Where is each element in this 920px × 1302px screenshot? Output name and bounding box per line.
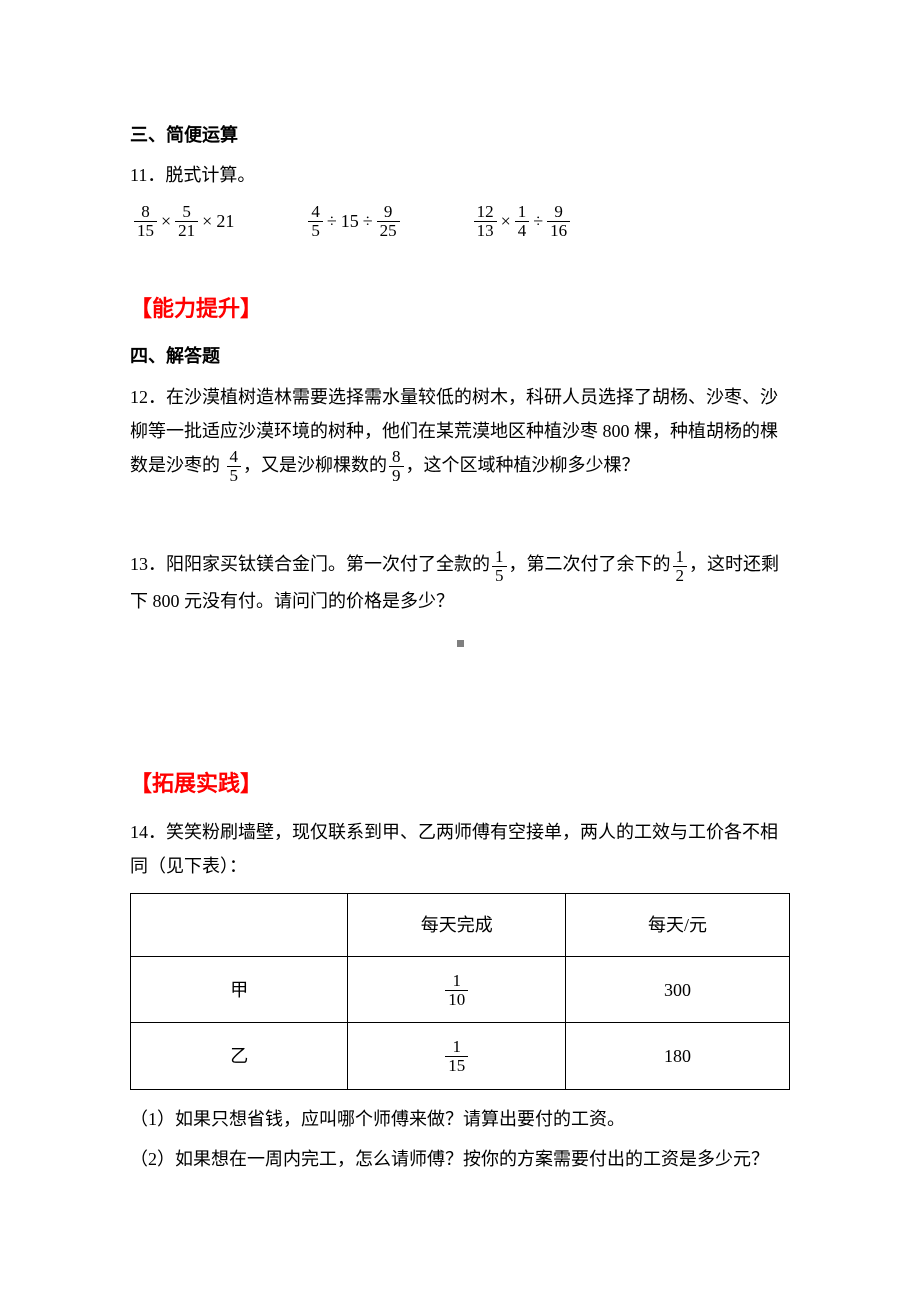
row2-fraction-cell: 115: [348, 1023, 565, 1089]
fraction: 15: [492, 548, 507, 585]
marker-icon: [457, 640, 464, 647]
q14-intro: 14．笑笑粉刷墙壁，现仅联系到甲、乙两师傅有空接单，两人的工效与工价各不相同（见…: [130, 815, 790, 883]
q13-part-a: 13．阳阳家买钛镁合金门。第一次付了全款的: [130, 554, 490, 574]
fraction: 1213: [474, 203, 497, 240]
table-row: 甲 110 300: [131, 957, 790, 1023]
center-marker: [130, 625, 790, 659]
numerator: 4: [227, 448, 242, 466]
fraction: 115: [445, 1038, 468, 1075]
fraction: 916: [547, 203, 570, 240]
numerator: 9: [547, 203, 570, 221]
denominator: 10: [445, 990, 468, 1009]
operator: ×: [499, 204, 513, 238]
numerator: 1: [515, 203, 530, 221]
numerator: 8: [134, 203, 157, 221]
denominator: 21: [175, 221, 198, 240]
numerator: 1: [673, 548, 688, 566]
q11-expr-2: 45÷15÷925: [306, 202, 401, 239]
numerator: 1: [492, 548, 507, 566]
operator: ÷: [361, 204, 375, 238]
row2-label: 乙: [131, 1023, 348, 1089]
q11-expr-1: 815×521×21: [132, 202, 236, 239]
operand: 15: [339, 204, 361, 238]
numerator: 12: [474, 203, 497, 221]
denominator: 5: [308, 221, 323, 240]
operator: ×: [200, 204, 214, 238]
table-row: 乙 115 180: [131, 1023, 790, 1089]
row1-fraction-cell: 110: [348, 957, 565, 1023]
ability-heading: 【能力提升】: [130, 288, 790, 330]
fraction: 521: [175, 203, 198, 240]
fraction: 45: [308, 203, 323, 240]
q13-text: 13．阳阳家买钛镁合金门。第一次付了全款的15，第二次付了余下的12，这时还剩下…: [130, 547, 790, 618]
extend-heading: 【拓展实践】: [130, 763, 790, 805]
q13-part-b: ，第二次付了余下的: [509, 554, 671, 574]
operator: ÷: [531, 204, 545, 238]
fraction: 45: [227, 448, 242, 485]
q14-sub1: （1）如果只想省钱，应叫哪个师傅来做？请算出要付的工资。: [130, 1102, 790, 1136]
section-4-heading: 四、解答题: [130, 339, 790, 373]
numerator: 1: [445, 1038, 468, 1056]
q12-part-b: ，又是沙柳棵数的: [243, 455, 387, 475]
table-header-blank: [131, 893, 348, 956]
fraction: 14: [515, 203, 530, 240]
numerator: 5: [175, 203, 198, 221]
operator: ÷: [325, 204, 339, 238]
denominator: 16: [547, 221, 570, 240]
numerator: 1: [445, 972, 468, 990]
denominator: 5: [227, 466, 242, 485]
q12-text: 12．在沙漠植树造林需要选择需水量较低的树木，科研人员选择了胡杨、沙枣、沙柳等一…: [130, 380, 790, 486]
operator: ×: [159, 204, 173, 238]
row1-label: 甲: [131, 957, 348, 1023]
table-header-daily-done: 每天完成: [348, 893, 565, 956]
denominator: 2: [673, 566, 688, 585]
row1-price: 300: [565, 957, 789, 1023]
q11-expressions: 815×521×21 45÷15÷925 1213×14÷916: [132, 202, 790, 239]
fraction: 925: [377, 203, 400, 240]
row2-price: 180: [565, 1023, 789, 1089]
fraction: 815: [134, 203, 157, 240]
q14-table: 每天完成 每天/元 甲 110 300 乙 115 180: [130, 893, 790, 1090]
denominator: 4: [515, 221, 530, 240]
denominator: 15: [134, 221, 157, 240]
operand: 21: [214, 204, 236, 238]
fraction: 110: [445, 972, 468, 1009]
denominator: 13: [474, 221, 497, 240]
q14-sub2: （2）如果想在一周内完工，怎么请师傅？按你的方案需要付出的工资是多少元？: [130, 1142, 790, 1176]
q11-label: 11．脱式计算。: [130, 158, 790, 192]
denominator: 15: [445, 1056, 468, 1075]
table-header-daily-pay: 每天/元: [565, 893, 789, 956]
numerator: 4: [308, 203, 323, 221]
numerator: 9: [377, 203, 400, 221]
q11-expr-3: 1213×14÷916: [472, 202, 573, 239]
section-3-heading: 三、简便运算: [130, 118, 790, 152]
denominator: 5: [492, 566, 507, 585]
table-header-row: 每天完成 每天/元: [131, 893, 790, 956]
fraction: 12: [673, 548, 688, 585]
numerator: 8: [389, 448, 404, 466]
denominator: 25: [377, 221, 400, 240]
q12-part-c: ，这个区域种植沙柳多少棵？: [406, 455, 640, 475]
denominator: 9: [389, 466, 404, 485]
fraction: 89: [389, 448, 404, 485]
